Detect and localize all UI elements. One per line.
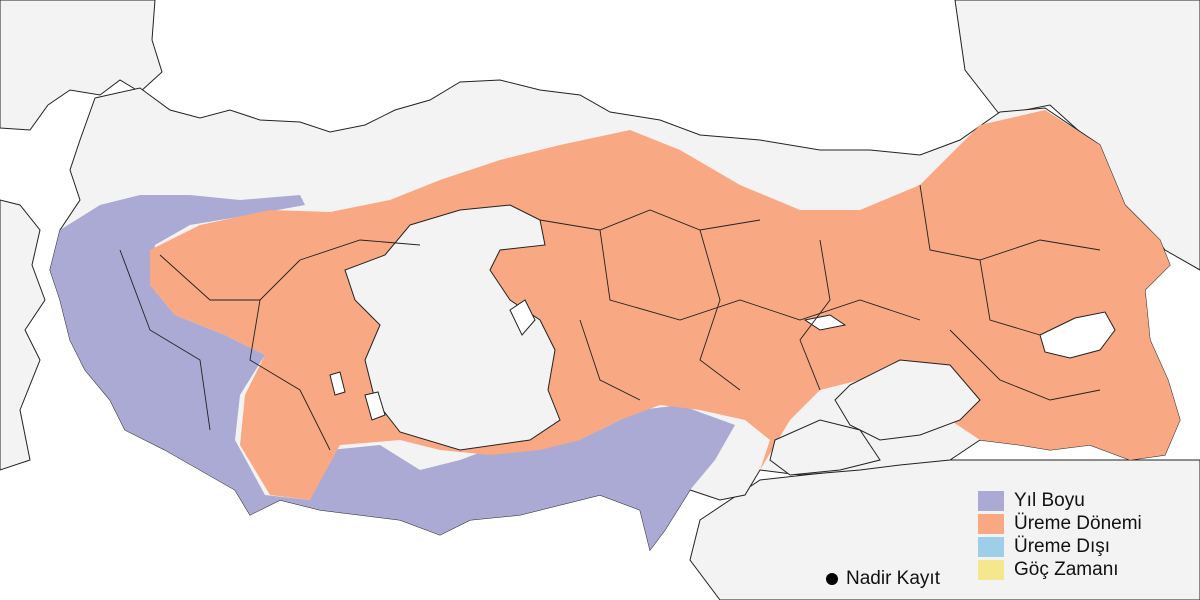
legend-label-non-breeding: Üreme Dışı — [1014, 535, 1111, 557]
land-balkans — [0, 0, 163, 131]
legend-item-non-breeding: Üreme Dışı — [978, 535, 1200, 558]
legend-label-year-round: Yıl Boyu — [1014, 489, 1085, 511]
legend: Yıl Boyu Üreme Dönemi Üreme Dışı Göç Zam… — [978, 489, 1200, 581]
rare-record-label: Nadir Kayıt — [846, 568, 940, 589]
legend-swatch-migration — [978, 559, 1004, 580]
rare-record-legend: Nadir Kayıt — [826, 568, 940, 590]
lake-egirdir — [364, 391, 386, 421]
interior-south-gap — [769, 419, 881, 476]
interior-plateau — [344, 204, 561, 451]
interior-east-gap — [834, 359, 981, 441]
legend-swatch-breeding — [978, 513, 1004, 534]
lake-tuz — [509, 299, 536, 336]
lake-hazar — [803, 314, 847, 331]
legend-item-breeding: Üreme Dönemi — [978, 512, 1200, 535]
legend-item-migration: Göç Zamanı — [978, 558, 1200, 581]
legend-swatch-non-breeding — [978, 536, 1004, 557]
lake-van — [1039, 311, 1116, 359]
province-borders — [119, 184, 1101, 451]
land-levant — [689, 459, 1200, 600]
legend-item-year-round: Yıl Boyu — [978, 489, 1200, 512]
land-greece-islands — [0, 199, 46, 471]
rare-record-dot-icon — [826, 573, 838, 585]
range-year-round — [50, 195, 735, 550]
lake-beysehir — [329, 371, 346, 396]
legend-swatch-year-round — [978, 490, 1004, 511]
legend-label-migration: Göç Zamanı — [1014, 558, 1119, 580]
legend-label-breeding: Üreme Dönemi — [1014, 512, 1142, 534]
